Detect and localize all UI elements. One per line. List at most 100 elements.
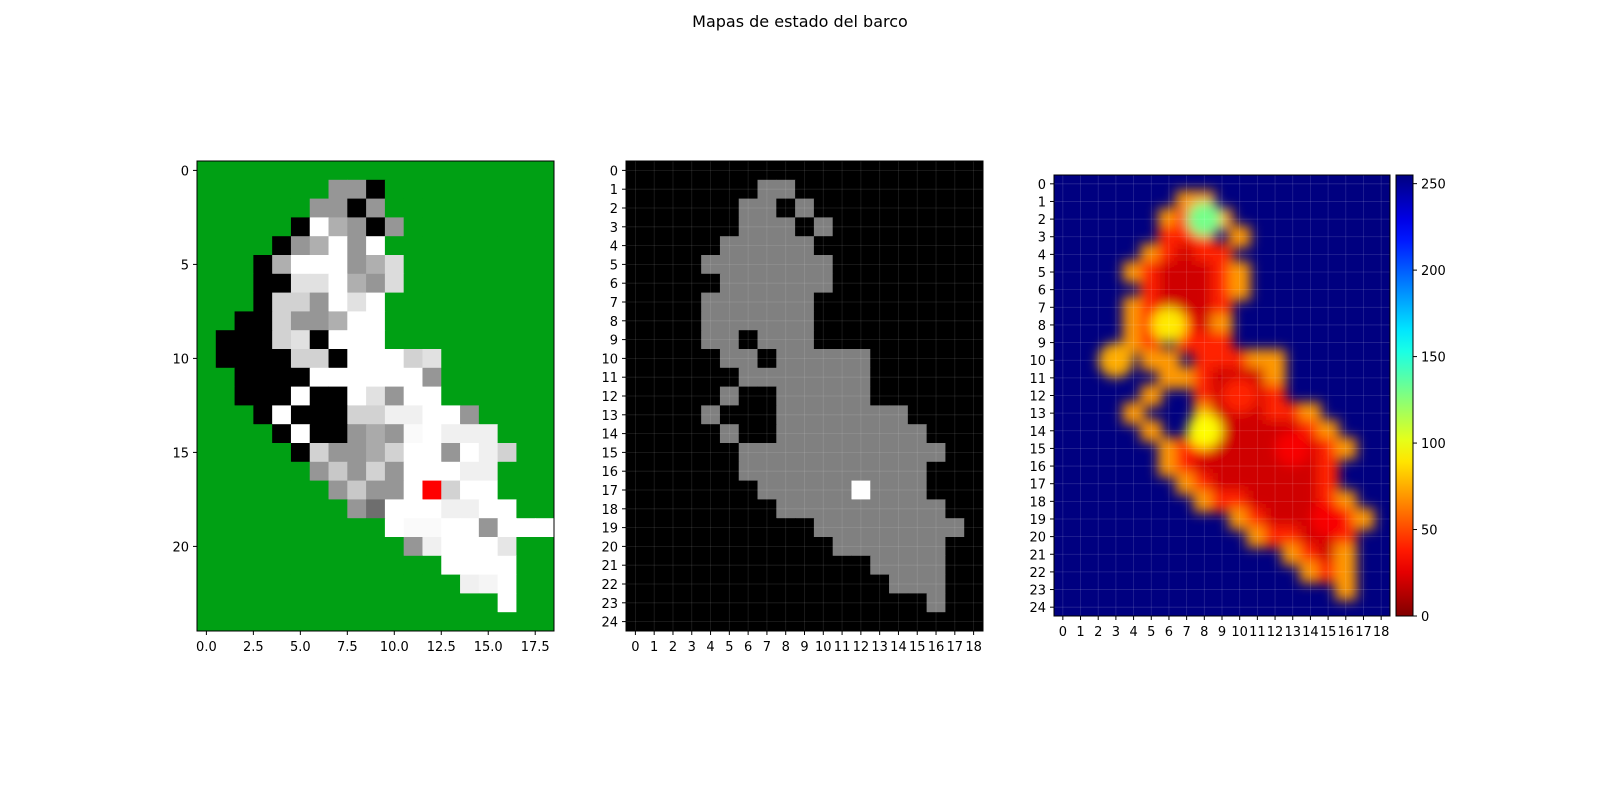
cell-r11-c12 xyxy=(422,368,441,387)
y-tick-label: 7 xyxy=(610,296,618,311)
y-tick-label: 23 xyxy=(601,597,618,612)
cell-r8-c9 xyxy=(366,311,385,330)
cell-r12-c6 xyxy=(310,387,329,406)
cell-r19-c8 xyxy=(347,518,366,537)
cell-r7-c10 xyxy=(385,293,404,312)
y-tick-label: 9 xyxy=(1038,337,1046,352)
cell-r23-c4 xyxy=(272,593,291,612)
y-tick-label: 16 xyxy=(1029,460,1046,475)
cell-r3-c11 xyxy=(404,217,423,236)
cell-r14-c15 xyxy=(479,424,498,443)
cell-r0-c18 xyxy=(535,161,554,180)
cell-r16-c15 xyxy=(479,462,498,481)
x-tick-label: 9 xyxy=(800,640,808,655)
cell-r13-c16 xyxy=(498,405,517,424)
cell-r3-c16 xyxy=(498,217,517,236)
cell-r17-c4 xyxy=(272,481,291,500)
y-tick-label: 10 xyxy=(601,352,618,367)
cell-r22-c13 xyxy=(441,575,460,594)
cell-r7-c4 xyxy=(272,293,291,312)
cell-r10-c15 xyxy=(479,349,498,368)
cell-r12-c12 xyxy=(422,387,441,406)
cell-r3-c17 xyxy=(516,217,535,236)
cell-r11-c6 xyxy=(310,368,329,387)
x-tick-label: 18 xyxy=(965,640,982,655)
cell-r20-c11 xyxy=(404,537,423,556)
cell-r14-c14 xyxy=(460,424,479,443)
y-tick-label: 8 xyxy=(610,315,618,330)
cell-r7-c12 xyxy=(422,293,441,312)
x-tick-label: 1 xyxy=(1076,625,1084,640)
cell-r15-c5 xyxy=(291,443,310,462)
x-tick-label: 13 xyxy=(871,640,888,655)
cell-r19-c15 xyxy=(479,518,498,537)
cell-r17-c12 xyxy=(422,481,441,500)
cell-r2-c10 xyxy=(385,199,404,218)
cell-r10-c6 xyxy=(310,349,329,368)
cell-r0-c8 xyxy=(347,161,366,180)
cell-r10-c2 xyxy=(235,349,254,368)
y-tick-label: 11 xyxy=(601,371,618,386)
cell-r23-c18 xyxy=(535,593,554,612)
cell-r15-c17 xyxy=(516,443,535,462)
cell-r18-c13 xyxy=(441,499,460,518)
cell-r3-c5 xyxy=(291,217,310,236)
cell-r1-c14 xyxy=(460,180,479,199)
cell-r12-c3 xyxy=(253,387,272,406)
y-tick-label: 21 xyxy=(601,559,618,574)
cell-r5-c3 xyxy=(253,255,272,274)
y-tick-label: 14 xyxy=(1029,425,1046,440)
y-tick-label: 11 xyxy=(1029,372,1046,387)
cell-r21-c11 xyxy=(404,556,423,575)
colorbar-tick-label: 250 xyxy=(1421,178,1446,193)
cell-r1-c8 xyxy=(347,180,366,199)
cell-r14-c8 xyxy=(347,424,366,443)
cell-r19-c9 xyxy=(366,518,385,537)
cell-r17-c0 xyxy=(197,481,216,500)
cell-r13-c2 xyxy=(235,405,254,424)
cell-r22-c18 xyxy=(535,575,554,594)
cell-r16-c2 xyxy=(235,462,254,481)
colorbar-tick-label: 50 xyxy=(1421,524,1438,539)
cell-r9-c17 xyxy=(516,330,535,349)
cell-r12-c5 xyxy=(291,387,310,406)
cell-r11-c15 xyxy=(479,368,498,387)
cell-r8-c8 xyxy=(347,311,366,330)
y-tick-label: 13 xyxy=(601,409,618,424)
cell-r19-c7 xyxy=(329,518,348,537)
cell-r22-c7 xyxy=(329,575,348,594)
cell-r10-c12 xyxy=(422,349,441,368)
cell-r3-c15 xyxy=(479,217,498,236)
colorbar-tick-label: 0 xyxy=(1421,610,1429,625)
cell-r8-c5 xyxy=(291,311,310,330)
cell-r0-c11 xyxy=(404,161,423,180)
cell-r5-c0 xyxy=(197,255,216,274)
y-tick-label: 17 xyxy=(601,484,618,499)
cell-r3-c18 xyxy=(535,217,554,236)
cell-r7-c15 xyxy=(479,293,498,312)
cell-r20-c8 xyxy=(347,537,366,556)
cell-r3-c3 xyxy=(253,217,272,236)
cell-r21-c0 xyxy=(197,556,216,575)
cell-r15-c13 xyxy=(441,443,460,462)
y-tick-label: 1 xyxy=(610,183,618,198)
y-tick-label: 14 xyxy=(601,428,618,443)
cell-r17-c7 xyxy=(329,481,348,500)
cell-r5-c1 xyxy=(216,255,235,274)
cell-r6-c1 xyxy=(216,274,235,293)
x-tick-label: 2 xyxy=(669,640,677,655)
cell-r23-c17 xyxy=(516,593,535,612)
cell-r4-c16 xyxy=(498,236,517,255)
cell-r2-c15 xyxy=(479,199,498,218)
cell-r6-c16 xyxy=(498,274,517,293)
x-tick-label: 7 xyxy=(763,640,771,655)
cell-r0-c2 xyxy=(235,161,254,180)
cell-r2-c11 xyxy=(404,199,423,218)
cell-r7-c3 xyxy=(253,293,272,312)
cell-r13-c1 xyxy=(216,405,235,424)
cell-r22-c16 xyxy=(498,575,517,594)
cell-r23-c3 xyxy=(253,593,272,612)
y-tick-label: 3 xyxy=(1038,231,1046,246)
cell-r23-c6 xyxy=(310,593,329,612)
